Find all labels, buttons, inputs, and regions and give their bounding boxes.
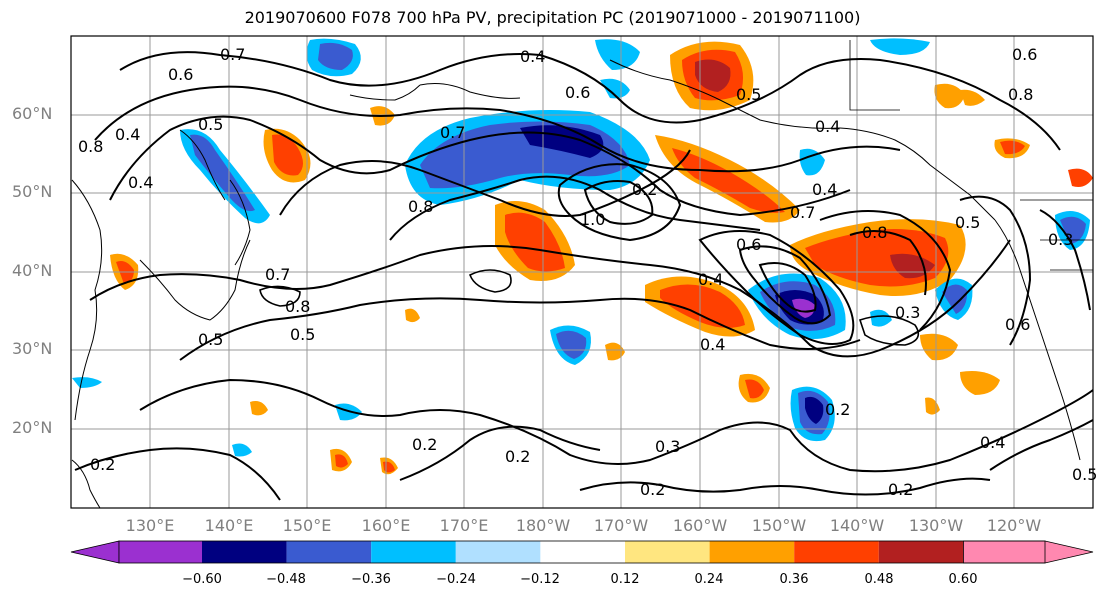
contour-label: 0.8 — [285, 297, 310, 316]
contour-label: 0.4 — [128, 173, 153, 192]
contour-label: 0.7 — [440, 123, 465, 142]
contour-label: 0.4 — [812, 180, 837, 199]
colorbar-tick-label: 0.24 — [694, 572, 724, 587]
contour-label: 0.5 — [290, 325, 315, 344]
contour-labels: 0.7 0.6 0.5 0.8 0.4 0.4 0.7 0.8 1.0 0.2 … — [78, 45, 1097, 499]
colorbar-tick-label: −0.60 — [182, 572, 222, 587]
contour-label: 0.2 — [90, 455, 115, 474]
colorbar-extend-min — [70, 540, 120, 564]
colorbar-segment — [202, 541, 287, 563]
colorbar-tick-label: −0.36 — [351, 572, 391, 587]
contour-label: 0.6 — [1012, 45, 1037, 64]
lat-label: 50°N — [12, 182, 53, 201]
lon-label: 140°E — [204, 516, 254, 535]
pv-contours — [74, 51, 1093, 501]
contour-label: 0.2 — [640, 480, 665, 499]
colorbar-segment — [455, 541, 541, 563]
colorbar-tick-label: −0.24 — [436, 572, 476, 587]
lon-label: 120°W — [986, 516, 1042, 535]
colorbar-tick-label: 0.60 — [948, 572, 978, 587]
colorbar-segment — [878, 541, 964, 563]
map-title: 2019070600 F078 700 hPa PV, precipitatio… — [244, 8, 861, 27]
colorbar-frame — [118, 540, 1046, 564]
contour-label: 0.5 — [955, 213, 980, 232]
contour-label: 0.4 — [980, 433, 1005, 452]
lon-label: 130°W — [908, 516, 964, 535]
contour-label: 0.4 — [698, 270, 723, 289]
colorbar-segment — [540, 541, 625, 563]
colorbar-segment — [286, 541, 372, 563]
colorbar-segment — [709, 541, 795, 563]
map-frame — [70, 35, 1094, 509]
lon-label: 150°E — [282, 516, 332, 535]
contour-label: 0.8 — [408, 197, 433, 216]
colorbar-extend-max — [963, 540, 1094, 564]
colorbar-tick-label: 0.12 — [610, 572, 640, 587]
colorbar-tick-label: 0.48 — [864, 572, 894, 587]
lon-label: 130°E — [125, 516, 175, 535]
lat-label: 40°N — [12, 261, 53, 280]
contour-label: 0.6 — [565, 83, 590, 102]
colorbar-segment — [625, 541, 710, 563]
contour-label: 0.6 — [736, 235, 761, 254]
lon-label: 170°E — [439, 516, 489, 535]
contour-label: 0.5 — [198, 115, 223, 134]
colorbar-tick-label: 0.36 — [779, 572, 809, 587]
lon-label: 180°W — [515, 516, 571, 535]
graticule — [71, 36, 1093, 508]
contour-label: 0.8 — [862, 223, 887, 242]
contour-label: 0.7 — [790, 203, 815, 222]
colorbar-segment — [119, 541, 202, 563]
contour-label: 0.8 — [78, 137, 103, 156]
lat-label: 60°N — [12, 104, 53, 123]
lon-label: 140°W — [829, 516, 885, 535]
contour-label: 0.3 — [1048, 230, 1073, 249]
contour-label: 0.3 — [655, 437, 680, 456]
lon-label: 160°E — [361, 516, 411, 535]
colorbar-segment — [794, 541, 879, 563]
colorbar-tick-label: −0.12 — [520, 572, 560, 587]
contour-label: 0.4 — [700, 335, 725, 354]
lat-label: 20°N — [12, 418, 53, 437]
contour-label: 0.3 — [895, 303, 920, 322]
lon-label: 170°W — [593, 516, 649, 535]
contour-label: 0.2 — [505, 447, 530, 466]
contour-label: 0.4 — [520, 47, 545, 66]
coastlines — [71, 40, 1093, 508]
contour-label: 0.2 — [412, 435, 437, 454]
colorbar-tick-label: −0.48 — [266, 572, 306, 587]
contour-label: 0.5 — [736, 85, 761, 104]
colorbar-segment — [371, 541, 456, 563]
contour-label: 0.5 — [198, 330, 223, 349]
colorbar — [70, 540, 1094, 564]
contour-label: 0.6 — [1005, 315, 1030, 334]
lon-label: 150°W — [751, 516, 807, 535]
contour-label: 0.4 — [815, 117, 840, 136]
contour-label: 0.5 — [1072, 465, 1097, 484]
contour-label: 0.7 — [265, 265, 290, 284]
lat-label: 30°N — [12, 339, 53, 358]
contour-label: 0.2 — [825, 400, 850, 419]
contour-label: 0.8 — [1008, 85, 1033, 104]
contour-label: 0.2 — [888, 480, 913, 499]
contour-label: 1.0 — [580, 210, 605, 229]
lon-label: 160°W — [672, 516, 728, 535]
contour-label: 0.7 — [220, 45, 245, 64]
contour-label: 0.4 — [115, 125, 140, 144]
contour-label: 0.6 — [168, 65, 193, 84]
contour-label: 0.2 — [632, 180, 657, 199]
